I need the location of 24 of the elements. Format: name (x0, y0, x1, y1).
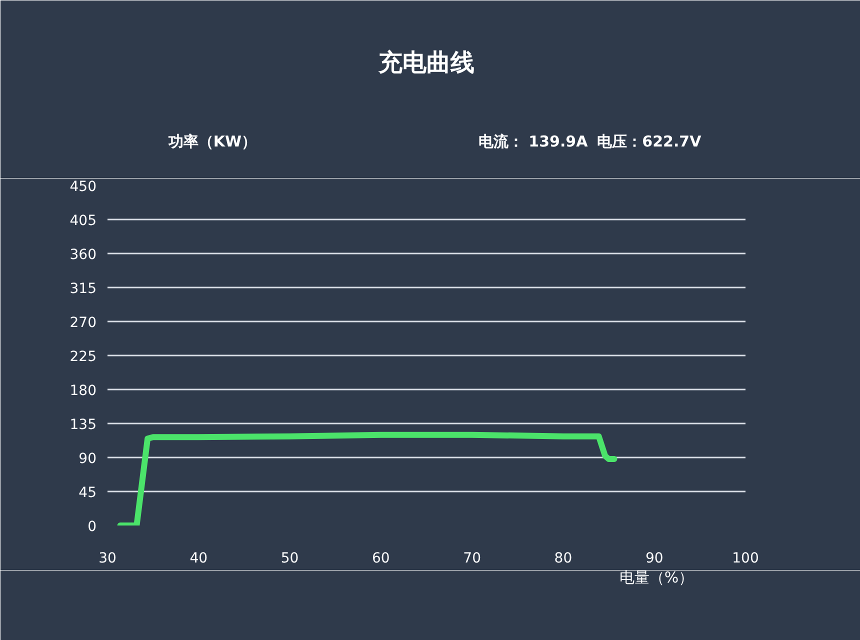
x-tick-label: 100 (732, 550, 759, 566)
x-tick-label: 80 (554, 550, 572, 566)
text: 电流： 139.9A (478, 132, 588, 150)
x-axis-title: 电量（%） (619, 568, 694, 586)
y-tick-label: 405 (70, 213, 97, 229)
x-tick-label: 50 (280, 550, 299, 566)
x-tick-label: 40 (190, 550, 208, 566)
chart-title: 充电曲线 (378, 48, 474, 76)
y-tick-label: 90 (78, 451, 97, 467)
y-tick-label: 315 (70, 281, 97, 297)
y-tick-label: 360 (70, 247, 97, 263)
x-tick-label: 90 (645, 550, 664, 566)
y-tick-label: 450 (70, 179, 97, 195)
x-tick-label: 70 (463, 550, 481, 566)
y-tick-label: 45 (78, 485, 97, 501)
text: 电压：622.7V (597, 132, 702, 150)
y-tick-label: 180 (70, 383, 97, 399)
y-tick-label: 0 (88, 519, 97, 535)
y-tick-label: 270 (70, 315, 97, 331)
x-tick-label: 60 (372, 550, 390, 566)
y-tick-label: 225 (70, 349, 97, 365)
y-tick-label: 135 (70, 417, 97, 433)
x-tick-label: 30 (98, 550, 116, 566)
y-axis-title: 功率（KW） (167, 132, 257, 150)
